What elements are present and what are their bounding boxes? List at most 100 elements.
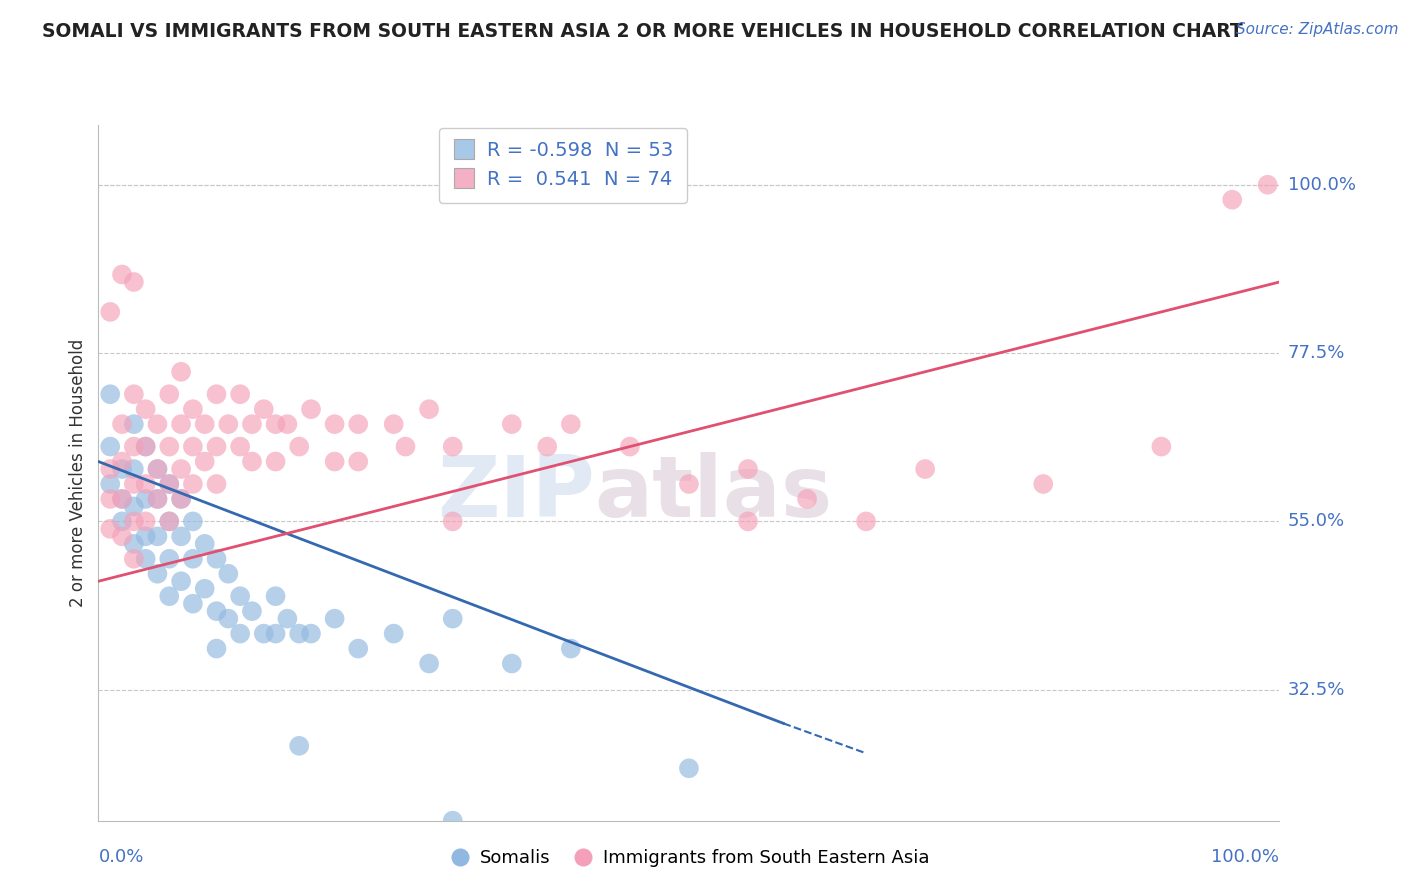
Point: [264, 589, 287, 603]
Point: [146, 417, 169, 431]
Point: [560, 417, 582, 431]
Point: [501, 657, 523, 671]
Point: [135, 477, 157, 491]
Point: [240, 604, 263, 618]
Point: [135, 440, 157, 454]
Point: [205, 641, 228, 656]
Point: [98, 522, 121, 536]
Point: [170, 574, 193, 589]
Point: [111, 417, 134, 431]
Legend: Somalis, Immigrants from South Eastern Asia: Somalis, Immigrants from South Eastern A…: [441, 842, 936, 874]
Point: [135, 515, 157, 529]
Point: [536, 440, 558, 454]
Point: [914, 462, 936, 476]
Point: [253, 402, 276, 417]
Point: [264, 626, 287, 640]
Point: [157, 440, 180, 454]
Point: [194, 582, 217, 596]
Point: [1032, 477, 1054, 491]
Point: [157, 515, 180, 529]
Point: [441, 515, 464, 529]
Point: [1220, 193, 1243, 207]
Point: [146, 462, 169, 476]
Text: 77.5%: 77.5%: [1288, 344, 1346, 362]
Text: 100.0%: 100.0%: [1288, 176, 1355, 194]
Point: [678, 761, 700, 775]
Point: [170, 491, 193, 506]
Point: [323, 612, 346, 626]
Point: [737, 462, 759, 476]
Point: [229, 440, 252, 454]
Point: [181, 551, 204, 566]
Point: [418, 402, 440, 417]
Point: [229, 626, 252, 640]
Point: [146, 491, 169, 506]
Point: [418, 657, 440, 671]
Point: [253, 626, 276, 640]
Point: [135, 529, 157, 543]
Point: [347, 417, 370, 431]
Text: atlas: atlas: [595, 452, 832, 535]
Point: [111, 515, 134, 529]
Point: [122, 477, 145, 491]
Point: [181, 477, 204, 491]
Point: [288, 739, 311, 753]
Point: [394, 440, 416, 454]
Point: [122, 417, 145, 431]
Point: [170, 365, 193, 379]
Point: [229, 589, 252, 603]
Point: [382, 626, 405, 640]
Point: [170, 417, 193, 431]
Point: [157, 551, 180, 566]
Point: [146, 529, 169, 543]
Point: [98, 387, 121, 401]
Point: [194, 417, 217, 431]
Point: [205, 551, 228, 566]
Point: [170, 491, 193, 506]
Point: [122, 440, 145, 454]
Point: [170, 462, 193, 476]
Point: [229, 387, 252, 401]
Point: [1257, 178, 1279, 192]
Point: [135, 491, 157, 506]
Point: [217, 417, 239, 431]
Point: [122, 462, 145, 476]
Point: [240, 454, 263, 468]
Point: [205, 440, 228, 454]
Point: [441, 440, 464, 454]
Point: [146, 462, 169, 476]
Point: [347, 454, 370, 468]
Point: [323, 454, 346, 468]
Point: [111, 491, 134, 506]
Point: [111, 462, 134, 476]
Point: [135, 402, 157, 417]
Point: [157, 477, 180, 491]
Point: [299, 402, 322, 417]
Point: [1150, 440, 1173, 454]
Point: [181, 515, 204, 529]
Text: 0.0%: 0.0%: [98, 848, 143, 866]
Point: [122, 500, 145, 514]
Point: [264, 417, 287, 431]
Point: [276, 612, 298, 626]
Text: ZIP: ZIP: [437, 452, 595, 535]
Point: [181, 597, 204, 611]
Point: [855, 515, 877, 529]
Point: [347, 641, 370, 656]
Point: [98, 440, 121, 454]
Point: [619, 440, 641, 454]
Point: [441, 814, 464, 828]
Point: [181, 402, 204, 417]
Point: [240, 417, 263, 431]
Point: [737, 515, 759, 529]
Point: [157, 477, 180, 491]
Point: [111, 491, 134, 506]
Point: [181, 440, 204, 454]
Point: [501, 417, 523, 431]
Point: [796, 491, 818, 506]
Point: [135, 551, 157, 566]
Point: [98, 462, 121, 476]
Point: [146, 566, 169, 581]
Point: [122, 515, 145, 529]
Point: [157, 589, 180, 603]
